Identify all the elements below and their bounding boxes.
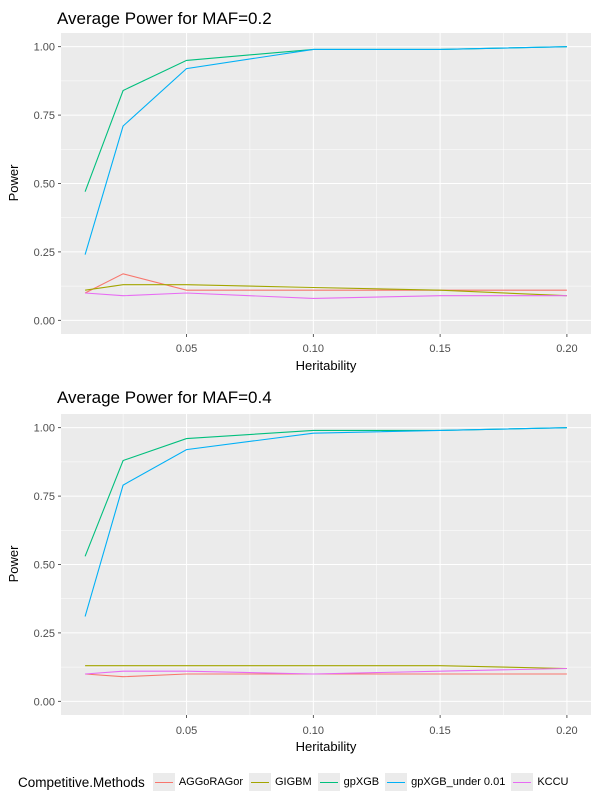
- legend-title: Competitive.Methods: [18, 774, 145, 790]
- series-line-gigbm: [85, 284, 567, 297]
- x-tick-label: 0.15: [429, 725, 450, 737]
- legend-item-gpxgb-under: gpXGB_under 0.01: [385, 773, 505, 791]
- legend-key-gpxgb: [317, 773, 340, 791]
- legend-item-gpxgb: gpXGB: [317, 773, 380, 791]
- legend-item-aggoragor: AGGoRAGor: [152, 773, 243, 791]
- y-axis-title: Power: [6, 164, 21, 202]
- legend-item-kccu: KCCU: [511, 773, 569, 791]
- legend-label-kccu: KCCU: [537, 776, 569, 788]
- x-axis-title: Heritability: [296, 358, 357, 373]
- legend-swatch-aggoragor: [154, 781, 173, 783]
- x-tick-label: 0.05: [176, 343, 197, 355]
- legend-label-aggoragor: AGGoRAGor: [178, 776, 243, 788]
- y-axis-title: Power: [6, 545, 21, 583]
- legend-label-gigbm: GIGBM: [275, 776, 312, 788]
- x-axis-title: Heritability: [296, 739, 357, 754]
- x-tick-label: 0.20: [556, 343, 577, 355]
- series-line-kccu: [85, 292, 567, 299]
- series-line-gpxgb-under-0-01: [84, 46, 567, 255]
- y-tick-label: 0.00: [34, 315, 55, 327]
- y-tick-label: 0.00: [34, 696, 55, 708]
- legend-label-gpxgb: gpXGB: [343, 776, 380, 788]
- y-tick-label: 0.25: [34, 628, 55, 640]
- legend-swatch-kccu: [513, 781, 532, 783]
- y-tick-label: 0.25: [34, 247, 55, 259]
- x-tick-label: 0.20: [556, 725, 577, 737]
- legend-swatch-gpxgb-under: [387, 781, 406, 783]
- x-tick-label: 0.05: [176, 725, 197, 737]
- legend: Competitive.Methods AGGoRAGor GIGBM gpXG…: [18, 770, 575, 794]
- x-tick-label: 0.15: [429, 343, 450, 355]
- y-tick-label: 0.50: [34, 560, 55, 572]
- legend-key-gigbm: [249, 773, 271, 791]
- legend-key-gpxgb-under: [385, 773, 408, 791]
- x-tick-label: 0.10: [303, 343, 324, 355]
- legend-swatch-gigbm: [251, 781, 269, 783]
- y-tick-label: 1.00: [34, 42, 55, 54]
- legend-key-kccu: [511, 773, 534, 791]
- legend-swatch-gpxgb: [319, 781, 338, 783]
- series-line-aggoragor: [84, 273, 567, 294]
- chart-title: Average Power for MAF=0.2: [57, 9, 272, 28]
- legend-key-aggoragor: [152, 773, 175, 791]
- legend-item-gigbm: GIGBM: [249, 773, 312, 791]
- y-tick-label: 0.75: [34, 110, 55, 122]
- chart-panel-2: Average Power for MAF=0.4 0.00 0.25 0.50 0.7…: [6, 388, 591, 754]
- series-line-aggoragor: [85, 673, 567, 678]
- y-tick-label: 1.00: [34, 423, 55, 435]
- series-line-kccu: [85, 667, 567, 675]
- y-tick-label: 0.75: [34, 491, 55, 503]
- chart-title: Average Power for MAF=0.4: [57, 388, 272, 407]
- chart-panel-1: Average Power for MAF=0.2 0.00 0.25 0.50 0.7…: [6, 9, 591, 373]
- series-line-gpxgb-under-0-01: [84, 427, 567, 617]
- legend-label-gpxgb-under: gpXGB_under 0.01: [411, 776, 506, 788]
- y-tick-label: 0.50: [34, 179, 55, 191]
- x-tick-label: 0.10: [303, 725, 324, 737]
- series-line-gigbm: [85, 665, 567, 670]
